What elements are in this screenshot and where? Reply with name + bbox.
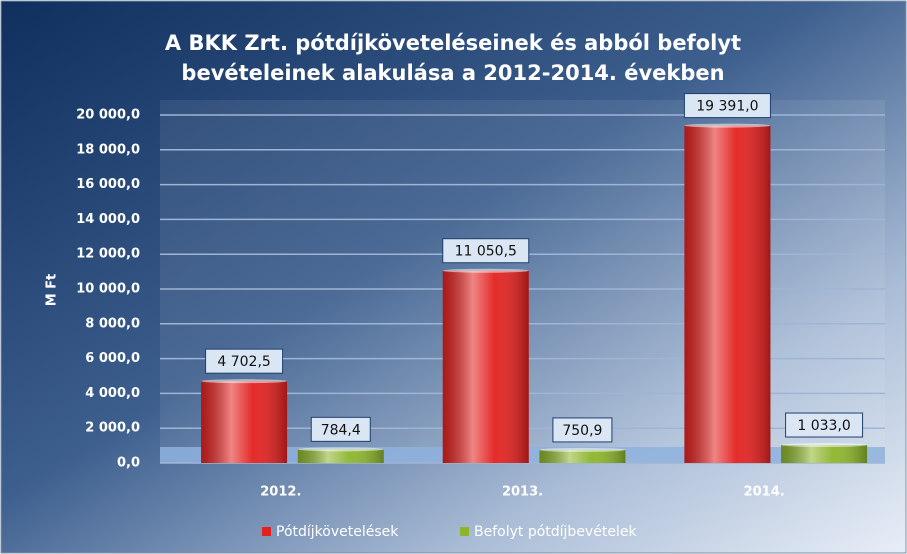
chart-title: A BKK Zrt. pótdíjköveteléseinek és abból… [165,31,741,55]
legend-swatch [262,527,271,536]
bar-shine [684,125,771,463]
y-tick-label: 12 000,0 [76,247,140,262]
bar-shine [297,449,384,463]
y-tick-label: 14 000,0 [76,212,140,227]
bar-shine [781,445,868,463]
bar-shine [201,381,288,463]
y-tick-label: 6 000,0 [85,351,140,366]
y-tick-label: 8 000,0 [85,316,140,331]
bar-shine [539,449,626,463]
legend-label: Pótdíjkövetelések [276,524,399,540]
bar-cap [442,268,529,273]
bar-cap [684,123,771,128]
data-label-box [552,417,613,443]
bar-cap [297,447,384,452]
legend-swatch [460,527,469,536]
chart-title: bevételeinek alakulása a 2012-2014. évek… [181,61,724,85]
bar-cap [539,447,626,452]
data-label-box [785,412,864,438]
y-tick-label: 16 000,0 [76,177,140,192]
y-tick-label: 2 000,0 [85,421,140,436]
y-tick-label: 18 000,0 [76,142,140,157]
x-tick-label: 2014. [744,485,785,500]
bar-cap [201,379,288,384]
data-label-box [442,238,530,264]
data-label-box [683,93,771,119]
bar-shine [442,270,529,463]
y-axis-label: M Ft [45,274,60,307]
data-label: 784,4 [321,422,361,438]
y-tick-label: 10 000,0 [76,282,140,297]
data-label-box [205,348,284,374]
data-label: 750,9 [562,423,602,439]
bar-cap [781,443,868,448]
data-label-box [310,416,371,442]
y-tick-label: 0,0 [117,456,140,471]
data-label: 1 033,0 [797,418,850,434]
data-label: 11 050,5 [455,244,517,260]
data-label: 4 702,5 [217,354,270,370]
data-label: 19 391,0 [696,99,758,115]
x-tick-label: 2012. [260,485,301,500]
x-tick-label: 2013. [502,485,543,500]
y-tick-label: 20 000,0 [76,108,140,123]
legend-label: Befolyt pótdíjbevételek [474,524,637,540]
y-tick-label: 4 000,0 [85,386,140,401]
